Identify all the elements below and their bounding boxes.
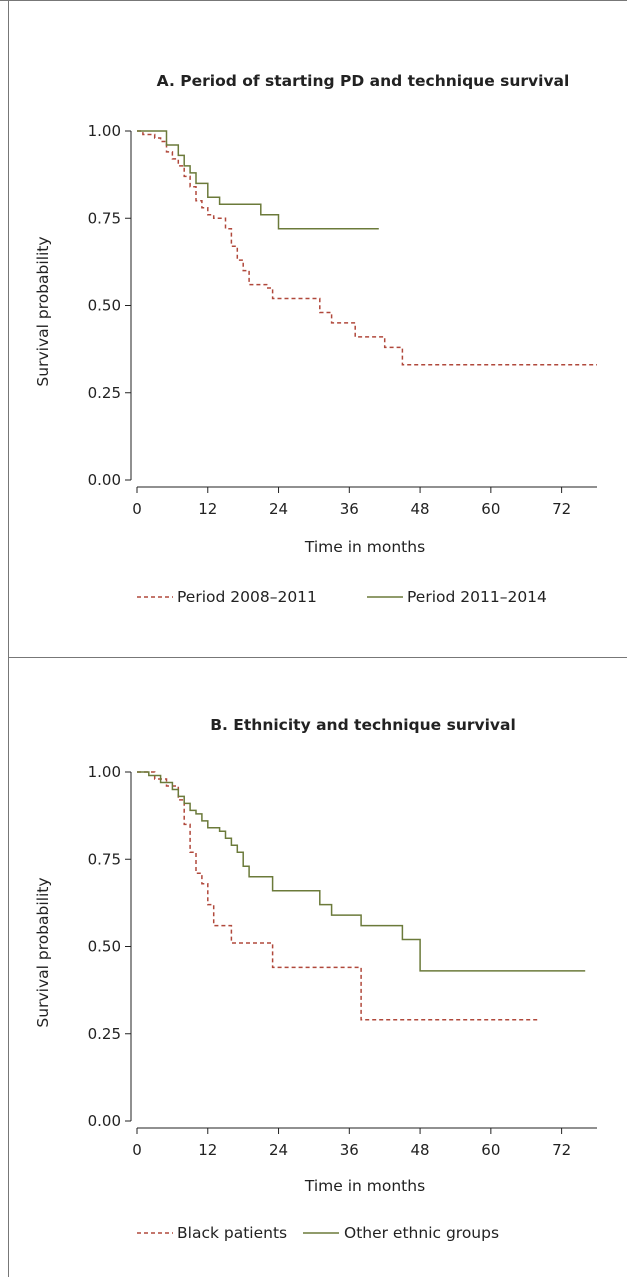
y-tick-label: 0.25 [88,384,121,402]
x-tick-label: 0 [132,1141,142,1159]
x-tick-label: 12 [198,500,217,518]
x-tick-label: 12 [198,1141,217,1159]
y-axis-label: Survival probability [34,877,52,1027]
x-tick-label: 60 [481,500,500,518]
y-tick-label: 0.25 [88,1025,121,1043]
x-tick-label: 0 [132,500,142,518]
x-tick-label: 36 [340,1141,359,1159]
y-tick-label: 0.50 [88,297,121,315]
series-line-dashed [137,130,597,366]
y-axis-label: Survival probability [34,236,52,386]
legend-label: Period 2011–2014 [407,588,547,606]
x-tick-label: 60 [481,1141,500,1159]
x-tick-label: 36 [340,500,359,518]
legend-label: Other ethnic groups [344,1224,499,1242]
x-axis-label: Time in months [304,1177,425,1195]
y-tick-label: 0.00 [88,1112,121,1130]
x-tick-label: 24 [269,500,288,518]
y-tick-label: 0.50 [88,938,121,956]
chart-title: B. Ethnicity and technique survival [210,716,516,734]
y-tick-label: 1.00 [88,763,121,781]
panel-a: A. Period of starting PD and technique s… [34,72,597,606]
x-tick-label: 72 [552,500,571,518]
y-tick-label: 0.00 [88,471,121,489]
y-tick-label: 1.00 [88,122,121,140]
x-tick-label: 48 [411,500,430,518]
x-axis-label: Time in months [304,538,425,556]
panel-b: B. Ethnicity and technique survival 0.00 0… [34,716,597,1242]
y-tick-label: 0.75 [88,850,121,868]
chart-title: A. Period of starting PD and technique s… [157,72,570,90]
series-line-solid [137,130,379,230]
x-tick-label: 48 [411,1141,430,1159]
y-tick-label: 0.75 [88,209,121,227]
x-tick-label: 72 [552,1141,571,1159]
legend-label: Black patients [177,1224,287,1242]
x-tick-label: 24 [269,1141,288,1159]
series-line-solid [137,771,586,972]
series-line-dashed [137,771,538,1021]
legend-label: Period 2008–2011 [177,588,317,606]
